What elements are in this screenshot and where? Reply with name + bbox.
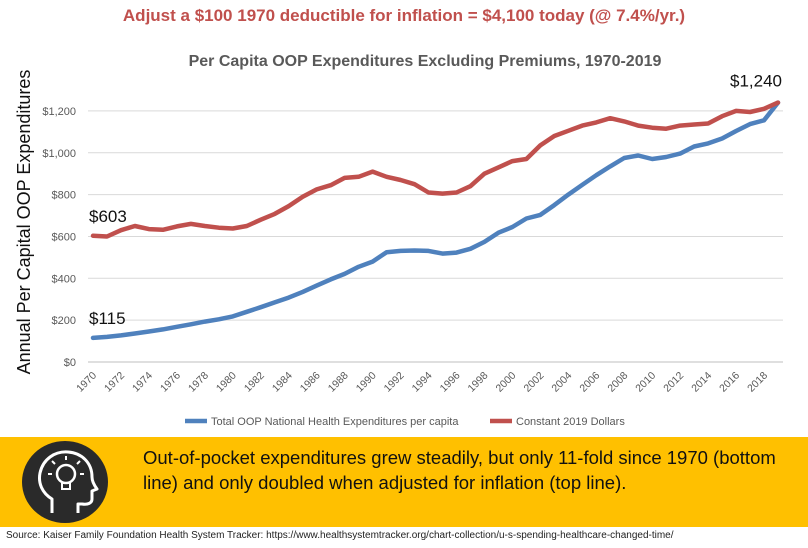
- x-tick-label: 1988: [326, 370, 351, 395]
- y-tick-label: $0: [64, 357, 76, 369]
- y-tick-label: $400: [52, 273, 76, 285]
- callout-text: Out-of-pocket expenditures grew steadily…: [143, 447, 776, 493]
- data-label: $603: [89, 207, 127, 226]
- x-tick-label: 1970: [74, 370, 99, 395]
- y-tick-label: $800: [52, 190, 76, 202]
- legend-label: Constant 2019 Dollars: [516, 416, 625, 428]
- y-axis-label: Annual Per Capital OOP Expenditures: [14, 70, 34, 375]
- x-tick-label: 1994: [410, 370, 435, 395]
- y-tick-label: $1,000: [42, 148, 76, 160]
- x-tick-label: 2010: [633, 370, 658, 395]
- x-tick-label: 2008: [605, 370, 630, 395]
- chart-title: Per Capita OOP Expenditures Excluding Pr…: [189, 53, 662, 70]
- series-line-constant: [90, 100, 781, 239]
- x-tick-label: 2018: [745, 370, 770, 395]
- x-tick-label: 2016: [717, 370, 742, 395]
- x-tick-label: 1990: [354, 370, 379, 395]
- x-tick-label: 1976: [158, 370, 183, 395]
- legend-label: Total OOP National Health Expenditures p…: [211, 416, 459, 428]
- x-tick-label: 1984: [270, 370, 295, 395]
- x-tick-label: 1980: [214, 370, 239, 395]
- x-tick-label: 2000: [494, 370, 519, 395]
- line-chart: Per Capita OOP Expenditures Excluding Pr…: [14, 53, 783, 428]
- x-tick-label: 1974: [130, 370, 155, 395]
- source-note: Source: Kaiser Family Foundation Health …: [6, 530, 674, 541]
- x-tick-label: 1998: [466, 370, 491, 395]
- x-tick-label: 2006: [577, 370, 602, 395]
- x-tick-label: 2002: [521, 370, 546, 395]
- headline: Adjust a $100 1970 deductible for inflat…: [122, 6, 686, 25]
- y-tick-label: $1,200: [42, 106, 76, 118]
- x-tick-label: 1982: [242, 370, 267, 395]
- x-tick-label: 2012: [661, 370, 686, 395]
- x-tick-label: 1986: [298, 370, 323, 395]
- y-tick-label: $600: [52, 231, 76, 243]
- callout-banner: Out-of-pocket expenditures grew steadily…: [0, 437, 808, 527]
- series-line-nominal: [90, 100, 781, 341]
- head-lightbulb-icon: [22, 441, 108, 523]
- x-tick-label: 1978: [186, 370, 211, 395]
- x-tick-label: 1972: [102, 370, 127, 395]
- y-tick-label: $200: [52, 315, 76, 327]
- x-tick-label: 2014: [689, 370, 714, 395]
- x-tick-label: 1996: [438, 370, 463, 395]
- data-label: $1,240: [730, 72, 782, 91]
- data-label: $115: [89, 309, 126, 328]
- x-tick-label: 2004: [549, 370, 574, 395]
- x-tick-label: 1992: [382, 370, 407, 395]
